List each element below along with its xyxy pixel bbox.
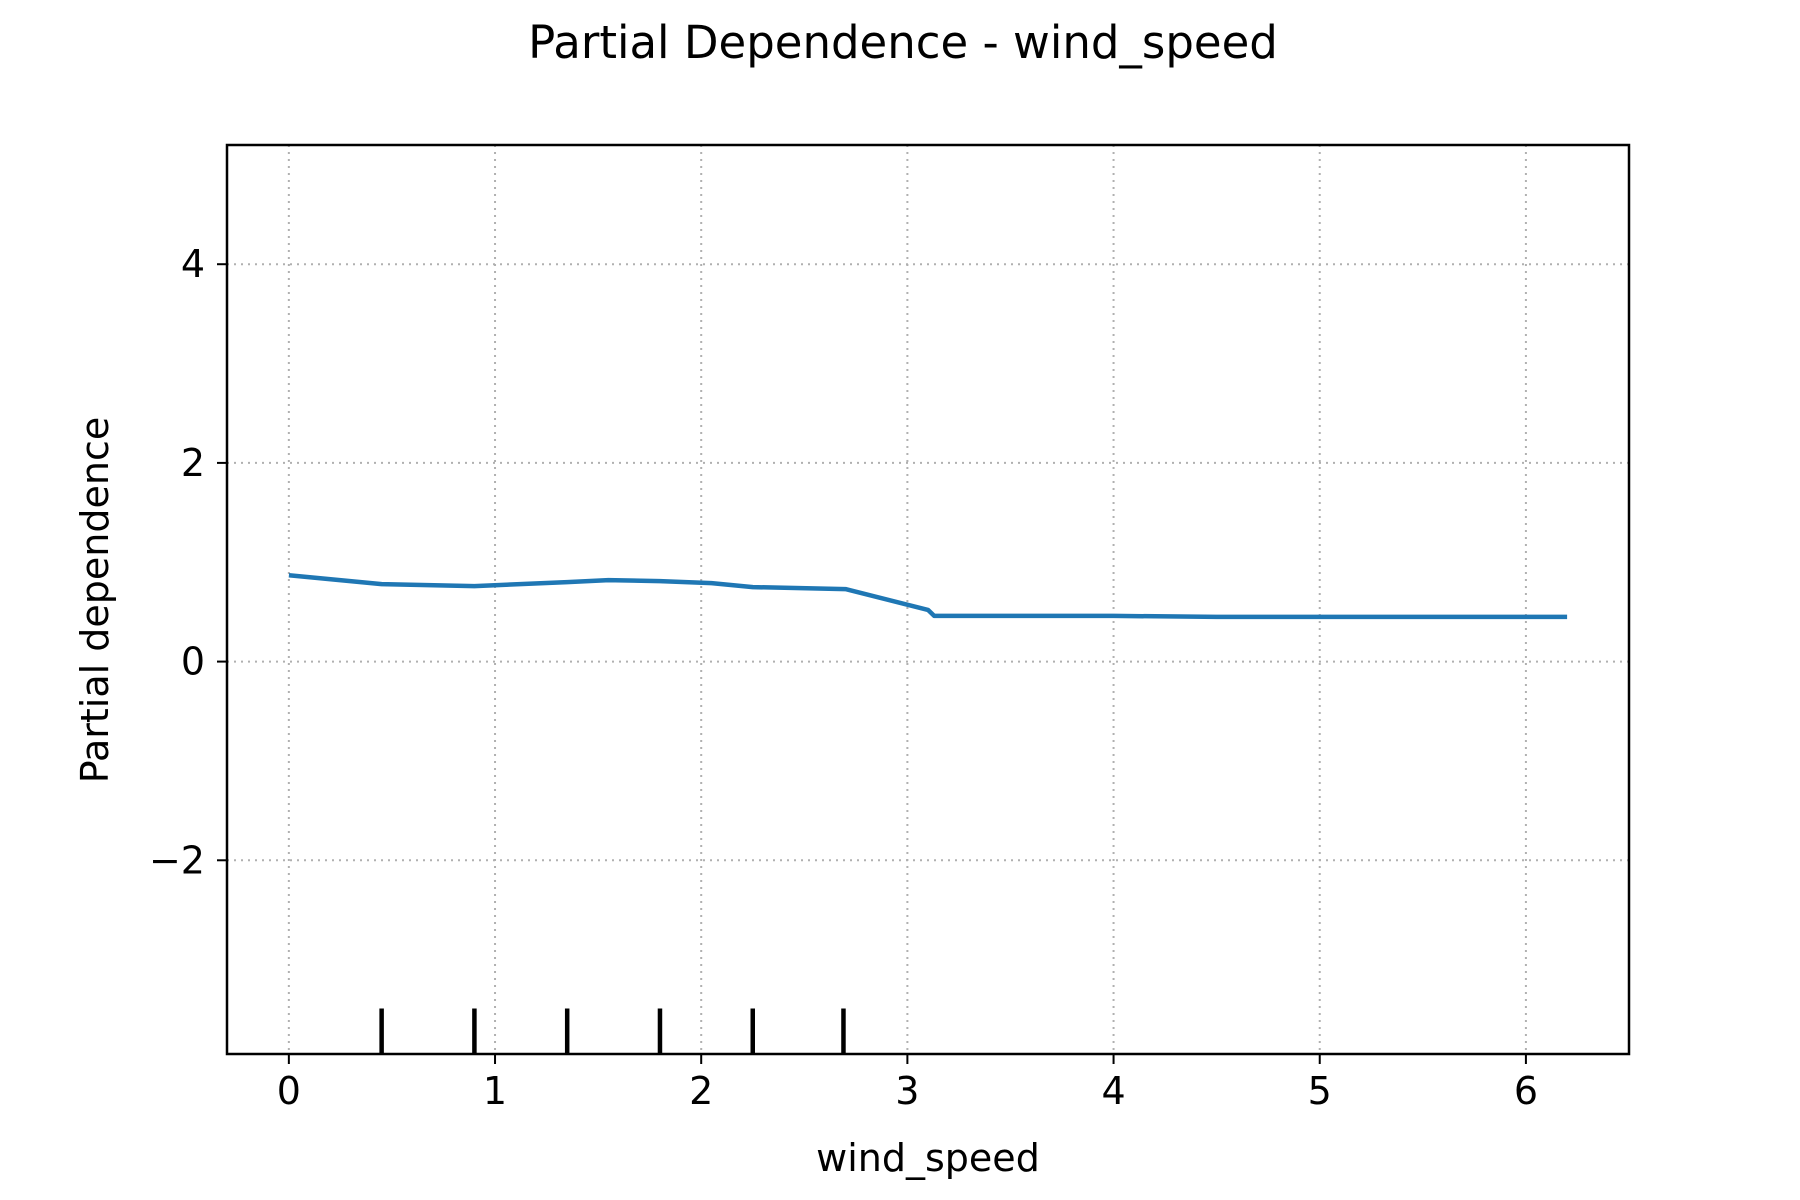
x-tick-label: 2 [689,1069,713,1113]
plot-area-frame [225,143,1631,1056]
x-tick-label: 5 [1308,1069,1332,1113]
pd-line [288,572,1568,620]
y-axis-ticks: −2 0 2 4 [149,242,227,882]
x-tick-label: 1 [483,1069,507,1113]
x-axis-ticks: 0 1 2 3 4 5 6 [277,1054,1538,1113]
y-tick-label: −2 [149,838,205,882]
x-tick-label: 0 [277,1069,301,1113]
x-axis-label: wind_speed [816,1136,1040,1180]
rug-ticks [379,1008,846,1054]
y-tick-label: 2 [181,441,205,485]
x-tick-label: 3 [895,1069,919,1113]
chart-title: Partial Dependence - wind_speed [528,16,1278,69]
x-tick-label: 4 [1101,1069,1125,1113]
series-layer [288,572,1568,620]
grid-lines [227,145,1629,1054]
y-axis-label: Partial dependence [73,417,117,783]
x-tick-label: 6 [1514,1069,1538,1113]
y-tick-label: 4 [181,242,205,286]
y-tick-label: 0 [181,640,205,684]
